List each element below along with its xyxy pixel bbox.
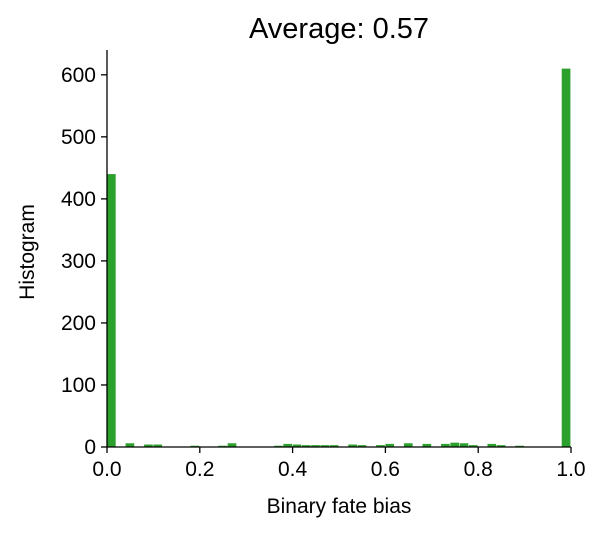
x-tick-label: 0.6 (371, 458, 400, 481)
x-ticks-group: 0.0 0.2 0.4 0.6 0.8 1.0 (92, 447, 586, 481)
histogram-bar (376, 445, 385, 447)
histogram-bar (441, 443, 450, 447)
histogram-bar (144, 444, 153, 447)
histogram-bar (107, 174, 116, 447)
histogram-bar (292, 444, 302, 447)
histogram-bar (153, 444, 163, 447)
y-tick-label: 500 (61, 126, 96, 149)
y-tick-label: 200 (61, 312, 96, 335)
y-tick-label: 600 (61, 64, 96, 87)
x-axis-label: Binary fate bias (267, 495, 412, 518)
y-tick-label: 400 (61, 188, 96, 211)
histogram-bar (348, 444, 357, 447)
x-tick-label: 0.0 (92, 458, 121, 481)
y-ticks-group: 0 100 200 300 400 500 600 (61, 64, 107, 459)
x-tick-label: 0.4 (278, 458, 308, 481)
histogram-bar (125, 443, 135, 447)
histogram-bar (403, 443, 413, 447)
histogram-bar (357, 445, 367, 447)
histogram-bar (496, 445, 506, 447)
histogram-bar (450, 442, 460, 447)
histogram-bar (311, 445, 320, 447)
chart-title: Average: 0.57 (249, 13, 429, 45)
histogram-bar (487, 443, 497, 447)
x-tick-label: 1.0 (556, 458, 585, 481)
histogram-bar (561, 68, 571, 448)
x-tick-label: 0.2 (185, 458, 214, 481)
histogram-bar (301, 445, 311, 447)
x-tick-label: 0.8 (464, 458, 493, 481)
y-tick-label: 300 (61, 250, 96, 273)
histogram-bar (385, 443, 395, 447)
y-axis-label: Histogram (16, 204, 39, 300)
histogram-bar (283, 443, 292, 447)
histogram-bar (320, 445, 330, 447)
y-tick-label: 0 (84, 436, 96, 459)
histogram-bar (459, 443, 469, 447)
y-tick-label: 100 (61, 374, 96, 397)
histogram-bar (329, 445, 339, 447)
bars-group (107, 68, 571, 448)
histogram-bar (227, 443, 237, 447)
histogram-bar (422, 443, 432, 447)
histogram-bar (468, 445, 478, 447)
